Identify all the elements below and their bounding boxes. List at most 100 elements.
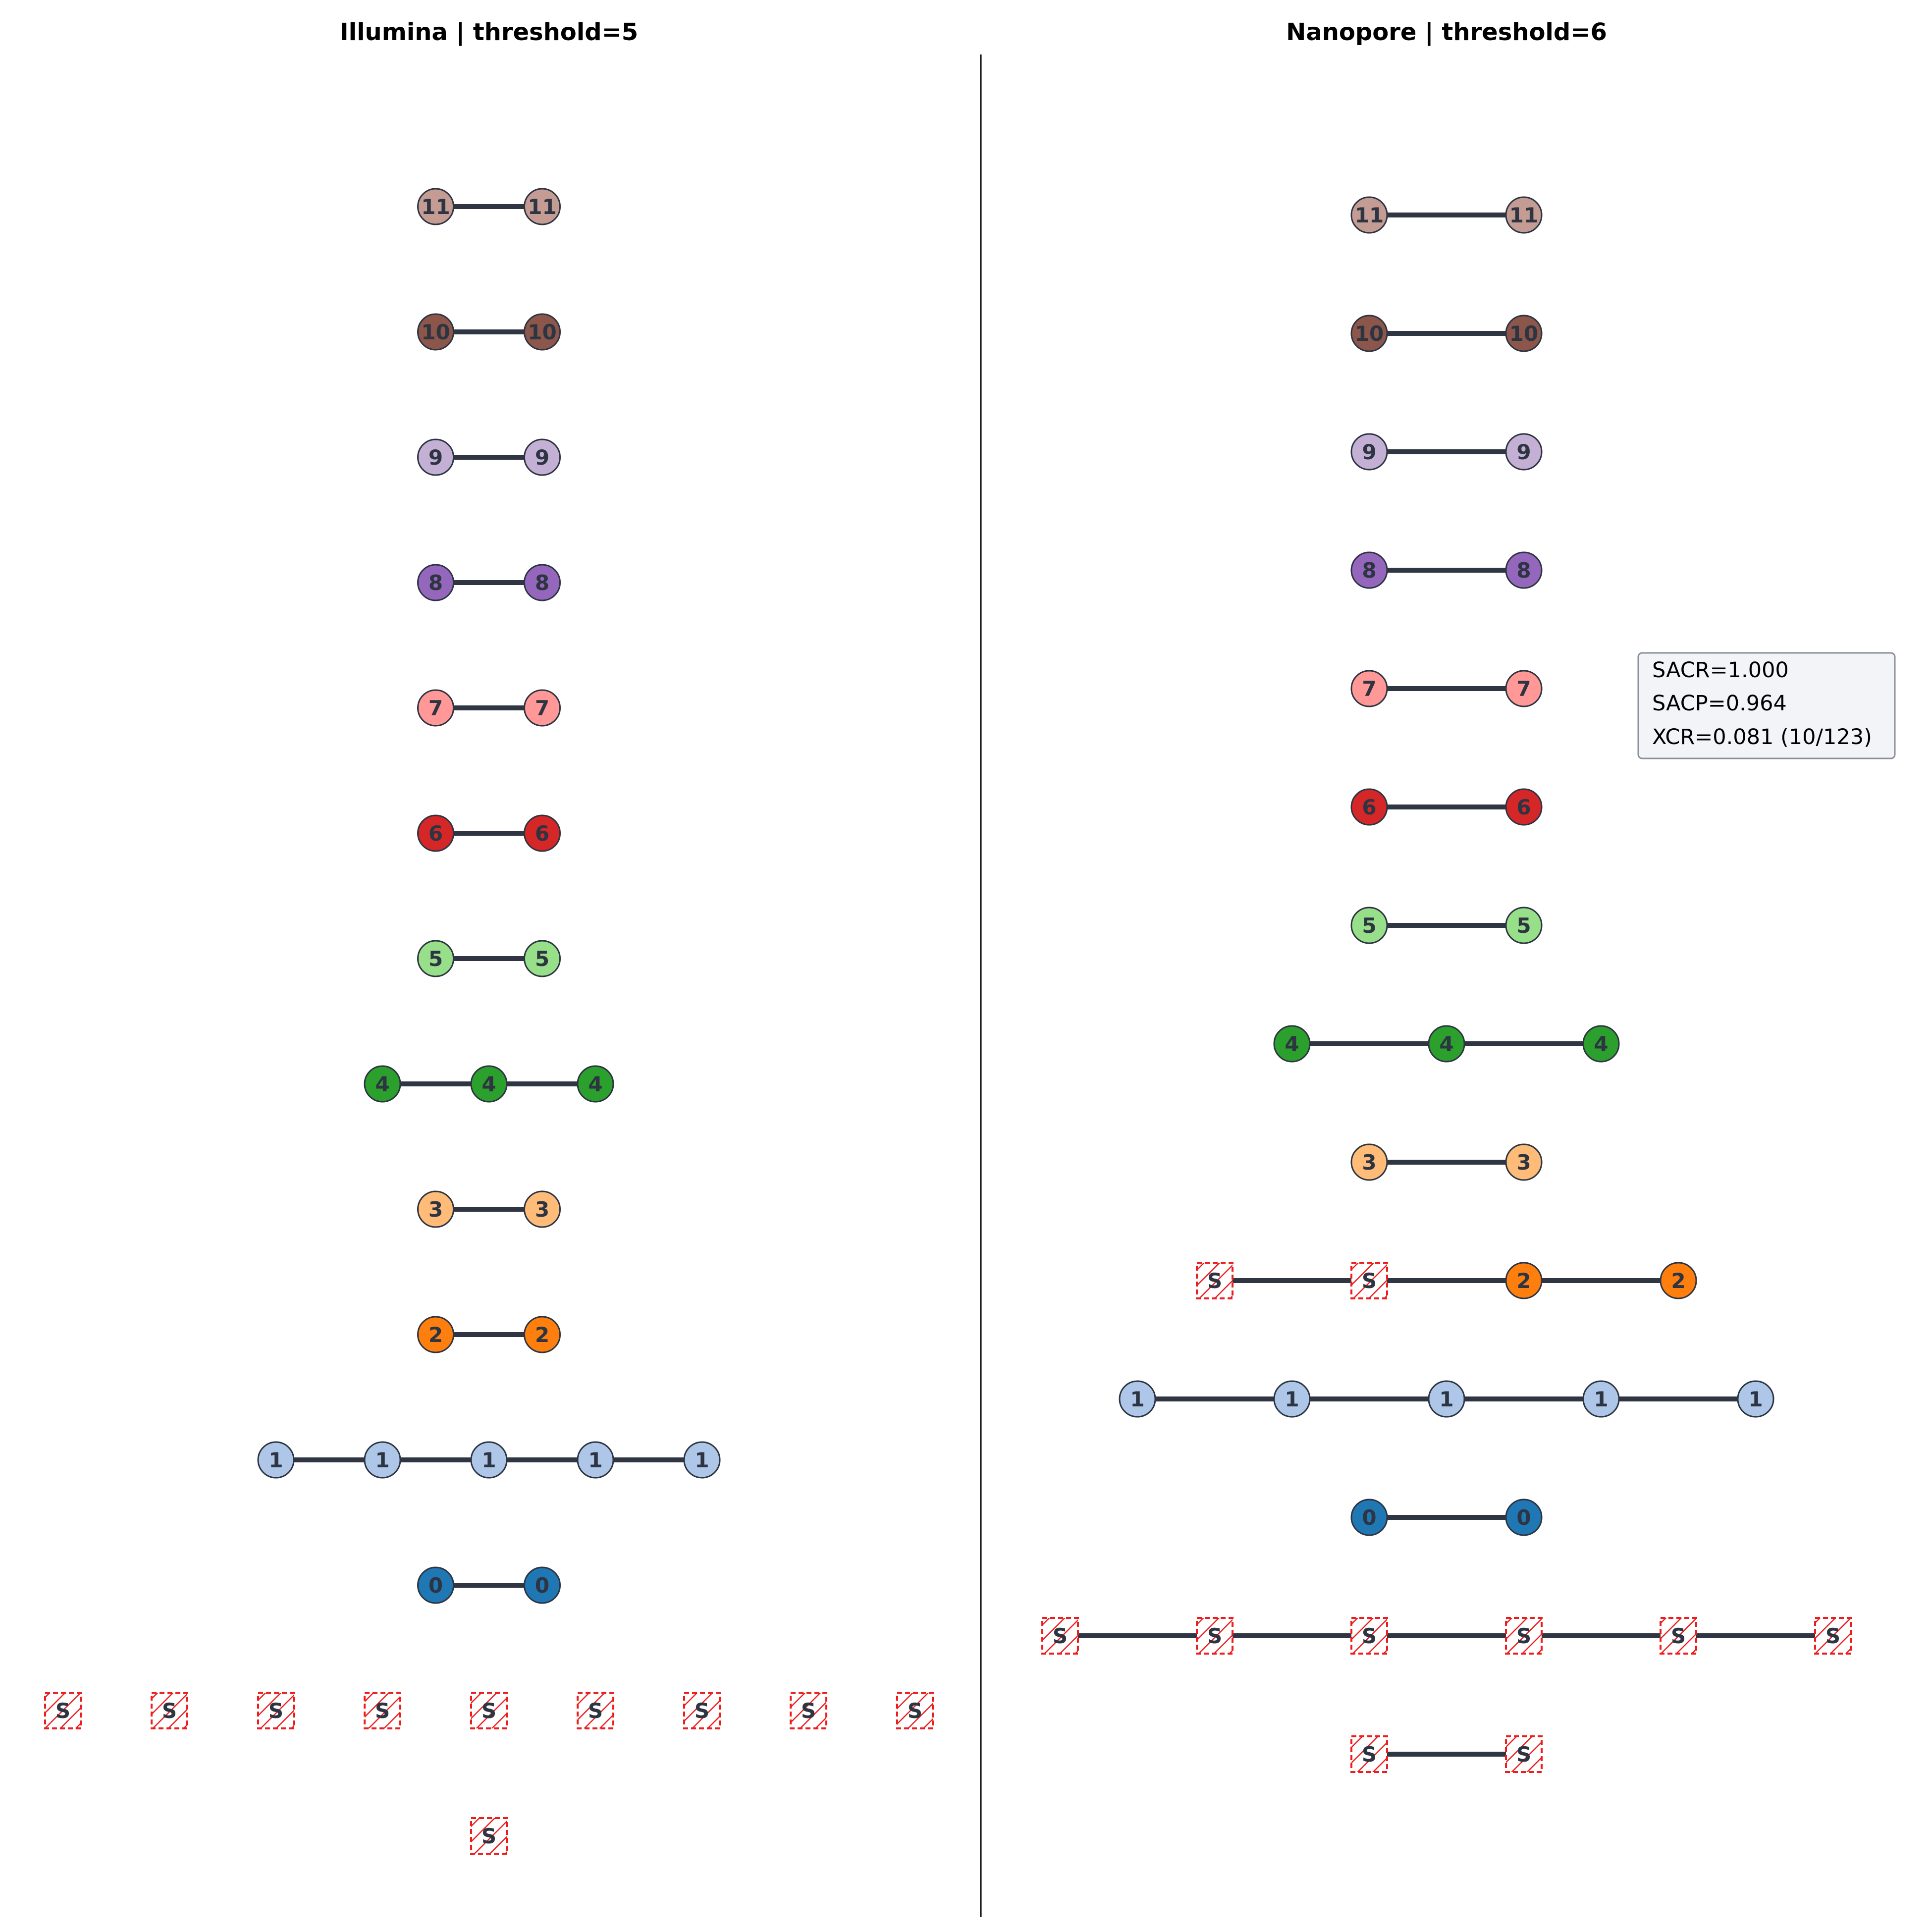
singleton-node: S — [470, 1817, 508, 1855]
node-circle — [1273, 1025, 1311, 1063]
node-label: 9 — [1362, 440, 1376, 464]
metric-xcr: XCR=0.081 (10/123) — [1652, 725, 1872, 750]
node-label: 5 — [535, 947, 549, 971]
node-circle — [1350, 1143, 1388, 1181]
cluster-node: 1 — [1582, 1380, 1620, 1418]
cluster-node: 7 — [417, 689, 454, 727]
node-label: 7 — [1362, 677, 1376, 701]
node-label: 1 — [1594, 1387, 1608, 1411]
node-label: 11 — [1509, 203, 1538, 227]
node-circle — [417, 1190, 454, 1228]
node-circle — [417, 1316, 454, 1353]
cluster-node: 11 — [1505, 196, 1543, 234]
cluster-node: 9 — [1350, 433, 1388, 471]
cluster-node: 11 — [524, 188, 561, 225]
cluster-node: 7 — [1350, 670, 1388, 707]
node-label: 6 — [535, 821, 549, 846]
node-circle — [417, 313, 454, 351]
cluster-node: 1 — [1273, 1380, 1311, 1418]
singleton-box — [1660, 1617, 1697, 1655]
left-row-4: 4 4 4 — [364, 1065, 614, 1103]
metric-sacp: SACP=0.964 — [1652, 691, 1787, 716]
node-circle — [524, 438, 561, 476]
singleton-node: S — [577, 1692, 614, 1729]
cluster-node: 10 — [1505, 315, 1543, 352]
node-circle — [1505, 907, 1543, 944]
node-label: S — [1825, 1624, 1840, 1648]
node-circle — [1505, 1143, 1543, 1181]
singleton-node: S — [1196, 1262, 1234, 1299]
metrics-box: SACR=1.000 SACP=0.964 XCR=0.081 (10/123) — [1637, 652, 1896, 759]
node-circle — [1505, 315, 1543, 352]
node-circle — [1350, 315, 1388, 352]
singleton-node: S — [683, 1692, 721, 1729]
node-label: 0 — [1362, 1505, 1376, 1530]
node-label: 0 — [535, 1573, 549, 1598]
singleton-box — [1350, 1735, 1388, 1773]
node-label: 5 — [1362, 913, 1376, 938]
cluster-node: 1 — [577, 1441, 614, 1479]
node-label: S — [1362, 1269, 1377, 1293]
cluster-node: 1 — [1737, 1380, 1774, 1418]
cluster-node: 8 — [524, 564, 561, 601]
cluster-node: 7 — [524, 689, 561, 727]
node-circle — [524, 1190, 561, 1228]
node-label: S — [1516, 1742, 1531, 1767]
singleton-node: S — [151, 1692, 188, 1729]
node-label: 7 — [429, 696, 443, 720]
singleton-node: S — [1196, 1617, 1234, 1655]
node-circle — [577, 1065, 614, 1103]
singleton-box — [683, 1692, 721, 1729]
cluster-node: 0 — [1505, 1499, 1543, 1536]
cluster-node: 5 — [1505, 907, 1543, 944]
node-label: 3 — [429, 1197, 443, 1222]
right-row-0: 11 11 — [1350, 196, 1543, 234]
cluster-node: 6 — [417, 814, 454, 852]
cluster-node: 5 — [417, 940, 454, 977]
node-label: 1 — [1748, 1387, 1763, 1411]
node-circle — [524, 188, 561, 225]
singleton-box — [470, 1817, 508, 1855]
node-circle — [417, 1566, 454, 1604]
node-circle — [1350, 670, 1388, 707]
node-circle — [364, 1441, 401, 1479]
cluster-node: 5 — [1350, 907, 1388, 944]
node-circle — [1505, 551, 1543, 589]
singleton-node: S — [1505, 1735, 1543, 1773]
node-circle — [524, 564, 561, 601]
node-circle — [257, 1441, 295, 1479]
cluster-node: 6 — [524, 814, 561, 852]
left-row-10: 10 10 — [417, 313, 561, 351]
node-label: 0 — [1516, 1505, 1531, 1530]
cluster-node: 3 — [1350, 1143, 1388, 1181]
right-row-7: 4 4 4 — [1273, 1025, 1620, 1063]
cluster-node: 9 — [1505, 433, 1543, 471]
singleton-node: S — [470, 1692, 508, 1729]
metrics-box-background — [1637, 652, 1896, 759]
node-label: S — [1053, 1624, 1068, 1648]
node-label: 11 — [421, 195, 450, 219]
node-circle — [1350, 196, 1388, 234]
cluster-node: 11 — [417, 188, 454, 225]
node-label: 9 — [429, 445, 443, 470]
node-label: 5 — [1516, 913, 1531, 938]
node-label: S — [375, 1699, 390, 1723]
node-circle — [1350, 1499, 1388, 1536]
node-circle — [1273, 1380, 1311, 1418]
node-label: 1 — [375, 1448, 389, 1472]
node-label: 8 — [1362, 558, 1376, 583]
node-label: S — [1516, 1624, 1531, 1648]
singleton-box — [1196, 1262, 1234, 1299]
singleton-node: S — [1505, 1617, 1543, 1655]
cluster-node: 11 — [1350, 196, 1388, 234]
node-label: 0 — [429, 1573, 443, 1598]
node-label: 11 — [528, 195, 556, 219]
node-circle — [1505, 433, 1543, 471]
node-label: S — [588, 1699, 603, 1723]
node-label: 4 — [1439, 1032, 1453, 1056]
